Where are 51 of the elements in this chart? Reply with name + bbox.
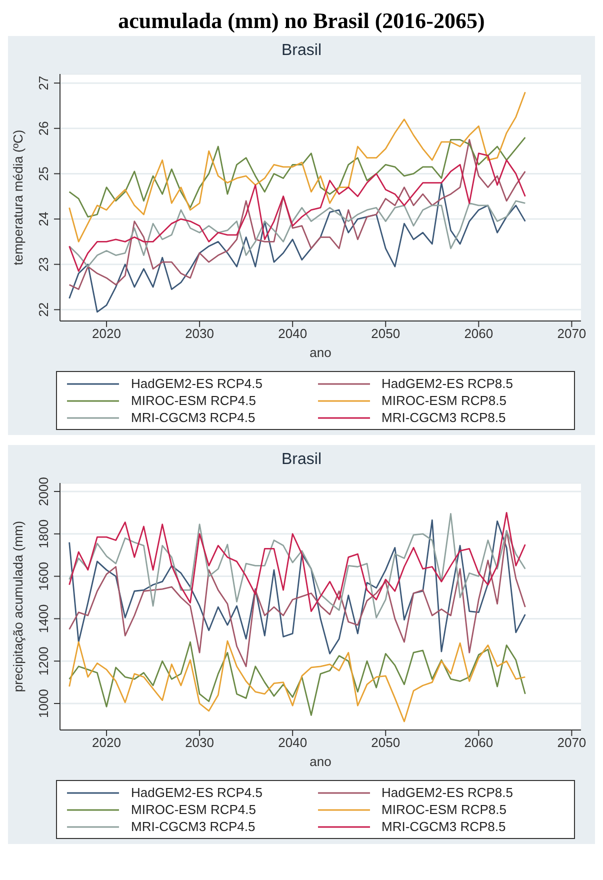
x-tick-label: 2060 [464, 735, 494, 750]
x-tick-label: 2030 [185, 735, 214, 750]
chart-title: Brasil [280, 450, 322, 469]
y-axis-title: temperatura média (ºC) [10, 130, 26, 266]
y-axis-title: precipitação acumulada (mm) [10, 520, 26, 692]
text: acumulada (mm) no Brasil (2016-2065) [8, 8, 595, 36]
y-tick-label: 22 [36, 302, 51, 317]
line-series [68, 136, 526, 218]
line-series [68, 200, 526, 268]
line-series [68, 519, 526, 654]
legend-label: HadGEM2-ES RCP4.5 [131, 376, 262, 391]
y-tick-label: 1400 [36, 604, 51, 634]
y-tick-label: 1800 [36, 519, 51, 548]
legend-label: MIROC-ESM RCP4.5 [131, 802, 256, 817]
line-series [68, 152, 526, 272]
x-tick-label: 2040 [278, 735, 308, 750]
x-tick-label: 2020 [92, 735, 121, 750]
y-tick-label: 23 [36, 257, 51, 272]
y-tick-label: 2000 [36, 477, 51, 506]
x-axis-title: ano [310, 754, 332, 769]
legend-label: MRI-CGCM3 RCP8.5 [382, 819, 506, 834]
legend-label: MIROC-ESM RCP8.5 [382, 802, 506, 817]
x-tick-label: 2070 [557, 735, 586, 750]
legend-label: HadGEM2-ES RCP8.5 [382, 785, 513, 800]
legend-label: MIROC-ESM RCP8.5 [382, 393, 506, 408]
y-tick-label: 25 [36, 166, 51, 181]
line-series [68, 182, 526, 313]
legend-label: MRI-CGCM3 RCP8.5 [382, 410, 506, 425]
y-tick-label: 26 [36, 121, 51, 136]
y-tick-label: 1600 [36, 562, 51, 591]
y-tick-label: 27 [36, 76, 51, 90]
legend-label: MRI-CGCM3 RCP4.5 [131, 819, 256, 834]
y-tick-label: 1200 [36, 646, 51, 676]
x-tick-label: 2020 [92, 326, 121, 342]
y-tick-label: 1000 [36, 689, 51, 718]
line-series [68, 91, 526, 242]
legend-label: HadGEM2-ES RCP4.5 [131, 785, 262, 800]
legend-label: MRI-CGCM3 RCP4.5 [131, 410, 256, 425]
chart-title: Brasil [280, 41, 322, 60]
x-tick-label: 2030 [185, 326, 214, 342]
x-axis-title: ano [310, 345, 332, 360]
line-series [68, 530, 526, 668]
line-series [68, 139, 526, 290]
x-tick-label: 2040 [278, 326, 308, 342]
x-tick-label: 2070 [557, 326, 586, 342]
legend-label: MIROC-ESM RCP4.5 [131, 393, 256, 408]
x-tick-label: 2060 [464, 326, 494, 342]
legend-label: HadGEM2-ES RCP8.5 [382, 376, 513, 391]
x-tick-label: 2050 [371, 735, 400, 750]
y-tick-label: 24 [36, 212, 51, 226]
x-tick-label: 2050 [371, 326, 400, 342]
